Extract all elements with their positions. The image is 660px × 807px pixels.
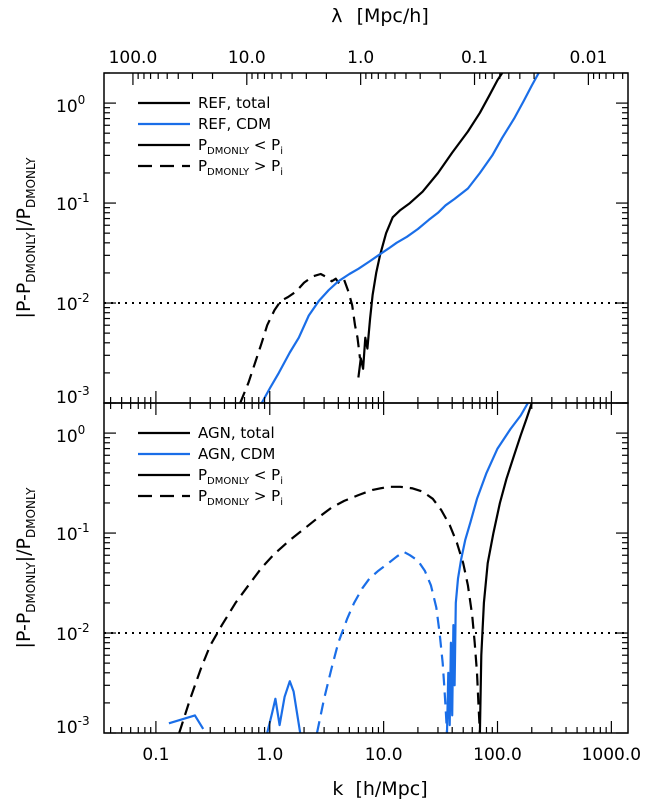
y-title-sub: DMONLY <box>24 562 38 613</box>
legend-sub: DMONLY <box>207 476 250 487</box>
top-tick-label: 0.1 <box>461 48 488 68</box>
legend-label-3: PDMONLY > Pi <box>198 487 283 508</box>
panel-frame <box>103 72 629 404</box>
legend-sub: DMONLY <box>207 497 250 508</box>
bottom-tick-label: 0.1 <box>142 745 169 765</box>
legend-sub: i <box>280 497 283 508</box>
legend-mid: < P <box>249 466 280 484</box>
legend-label-2: PDMONLY < Pi <box>198 466 283 487</box>
legend-sub: DMONLY <box>207 146 250 157</box>
series-line-4 <box>315 550 449 733</box>
bottom-axis-tick-labels: 0.1 1.0 10.0 100.0 1000.0 <box>142 745 641 765</box>
y-tick-exponent: 0 <box>78 423 86 437</box>
y-tick-label: 100 <box>56 423 85 447</box>
legend-p: P <box>198 466 207 484</box>
y-title-part: |/P <box>13 208 35 232</box>
legend-label-0: AGN, total <box>198 424 275 442</box>
top-tick-label: 100.0 <box>109 48 158 68</box>
y-tick-label: 10-2 <box>56 291 90 315</box>
legend-mid: < P <box>249 136 280 154</box>
legend-mid: > P <box>249 157 280 175</box>
series-line-2 <box>260 73 540 403</box>
legend-sub: i <box>280 146 283 157</box>
bottom-tick-label: 1000.0 <box>582 745 641 765</box>
y-tick-label: 10-3 <box>56 714 90 738</box>
top-axis-tick-labels: 100.0 10.0 1.0 0.1 0.01 <box>109 48 608 68</box>
bottom-axis-title: k [h/Mpc] <box>332 778 427 800</box>
legend-p: P <box>198 136 207 154</box>
y-title-sub: DMONLY <box>24 232 38 283</box>
series-line-3 <box>266 680 302 733</box>
bottom-tick-label: 100.0 <box>473 745 522 765</box>
series-line-1 <box>357 73 504 378</box>
top-axis-title: λ [Mpc/h] <box>331 5 428 27</box>
series-line-1 <box>478 403 533 733</box>
series-line-0 <box>178 485 481 733</box>
y-tick-label: 10-1 <box>56 521 90 545</box>
legend-label-2: PDMONLY < Pi <box>198 136 283 157</box>
y-tick-base: 10 <box>56 97 78 117</box>
series-line-5 <box>445 403 529 733</box>
bottom-tick-label: 10.0 <box>365 745 403 765</box>
y-tick-base: 10 <box>56 427 78 447</box>
y-tick-base: 10 <box>56 195 78 215</box>
y-tick-label: 10-3 <box>56 384 90 408</box>
y-tick-exponent: -3 <box>78 384 90 398</box>
legend-label-1: REF, CDM <box>198 115 271 133</box>
top-tick-label: 0.01 <box>569 48 607 68</box>
y-axis-title-top: |P-PDMONLY|/PDMONLY <box>13 157 38 319</box>
top-tick-label: 1.0 <box>347 48 374 68</box>
y-title-part: |P-P <box>13 613 35 649</box>
y-title-part: |/P <box>13 538 35 562</box>
y-title-sub: DMONLY <box>24 157 38 208</box>
y-axis-title-text: |P-PDMONLY|/PDMONLY <box>13 487 38 649</box>
legend-sub: i <box>280 476 283 487</box>
y-tick-base: 10 <box>56 525 78 545</box>
y-tick-exponent: -2 <box>78 291 90 305</box>
legend-mid: > P <box>249 487 280 505</box>
panel-frame <box>103 402 629 734</box>
y-title-part: |P-P <box>13 283 35 319</box>
legend-sub: i <box>280 167 283 178</box>
legend-sub: DMONLY <box>207 167 250 178</box>
y-axis-title-bottom: |P-PDMONLY|/PDMONLY <box>13 487 38 649</box>
y-tick-label: 100 <box>56 93 85 117</box>
y-tick-exponent: -1 <box>78 191 90 205</box>
bottom-tick-label: 1.0 <box>256 745 283 765</box>
legend-label-3: PDMONLY > Pi <box>198 157 283 178</box>
y-tick-label: 10-2 <box>56 621 90 645</box>
y-tick-base: 10 <box>56 295 78 315</box>
y-tick-label: 10-1 <box>56 191 90 215</box>
top-axis-units: [Mpc/h] <box>357 5 429 27</box>
y-tick-exponent: -2 <box>78 621 90 635</box>
top-axis-symbol: λ <box>331 5 342 27</box>
top-tick-label: 10.0 <box>228 48 266 68</box>
y-axis-title-text: |P-PDMONLY|/PDMONLY <box>13 157 38 319</box>
series-line-2 <box>168 714 205 730</box>
y-tick-exponent: 0 <box>78 93 86 107</box>
y-tick-base: 10 <box>56 625 78 645</box>
y-tick-exponent: -1 <box>78 521 90 535</box>
legend-p: P <box>198 487 207 505</box>
series-line-0 <box>239 272 362 403</box>
y-tick-exponent: -3 <box>78 714 90 728</box>
y-tick-base: 10 <box>56 718 78 738</box>
legend-label-1: AGN, CDM <box>198 445 275 463</box>
legend-p: P <box>198 157 207 175</box>
legend-label-0: REF, total <box>198 94 270 112</box>
y-tick-base: 10 <box>56 388 78 408</box>
y-title-sub: DMONLY <box>24 487 38 538</box>
